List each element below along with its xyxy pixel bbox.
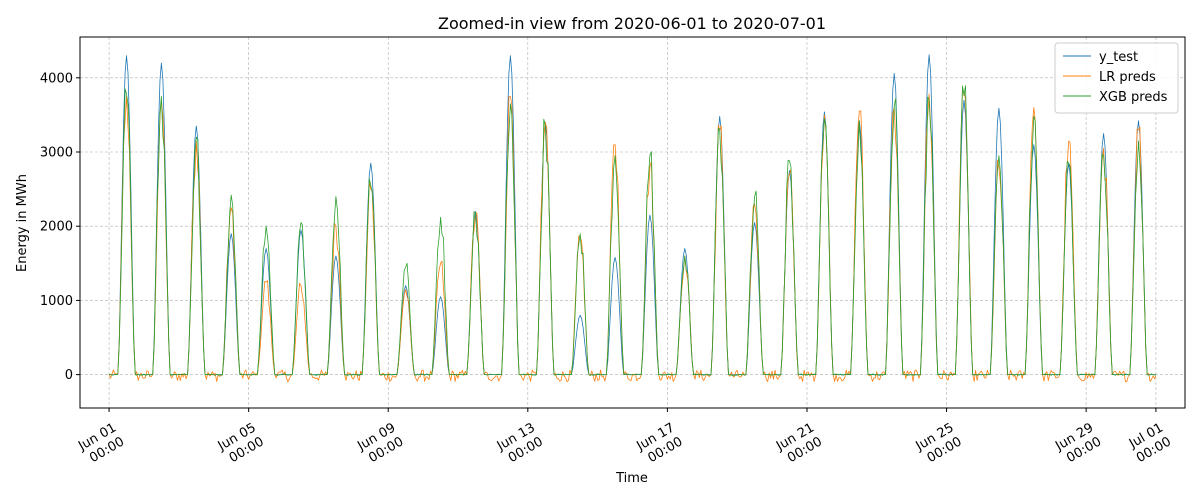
x-tick-label: Jun 1700:00 <box>634 420 686 468</box>
grid <box>80 37 1185 408</box>
series-line-0 <box>109 54 1156 375</box>
y-tick-label: 4000 <box>40 71 73 86</box>
x-tick-label: Jun 0100:00 <box>75 420 127 468</box>
chart-title: Zoomed-in view from 2020-06-01 to 2020-0… <box>438 14 826 33</box>
x-tick-label: Jun 2500:00 <box>913 420 965 468</box>
plot-frame <box>79 36 1186 409</box>
series-line-1 <box>108 90 1157 383</box>
x-tick-label: Jun 2100:00 <box>773 420 825 468</box>
y-axis: 0 1000 2000 3000 4000 <box>40 71 80 383</box>
legend-label: XGB preds <box>1099 90 1168 105</box>
legend-label: LR preds <box>1099 70 1156 85</box>
y-tick-label: 3000 <box>40 146 73 161</box>
series-line-2 <box>109 85 1157 376</box>
x-tick-label: Jun 0900:00 <box>354 420 406 468</box>
x-axis: Jun 0100:00 Jun 0500:00 Jun 0900:00 Jun 130… <box>75 408 1174 468</box>
y-tick-label: 0 <box>65 368 73 383</box>
x-tick-label: Jul 0100:00 <box>1126 420 1174 466</box>
x-tick-label: Jun 2900:00 <box>1052 420 1104 468</box>
y-axis-title: Energy in MWh <box>15 174 30 272</box>
series-lines <box>108 54 1157 383</box>
legend-label: y_test <box>1099 50 1138 65</box>
x-axis-title: Time <box>615 471 648 486</box>
x-tick-label: Jun 1300:00 <box>494 420 546 468</box>
y-tick-label: 1000 <box>40 294 73 309</box>
x-tick-label: Jun 0500:00 <box>215 420 267 468</box>
y-tick-label: 2000 <box>40 220 73 235</box>
legend: y_test LR preds XGB preds <box>1054 42 1179 114</box>
